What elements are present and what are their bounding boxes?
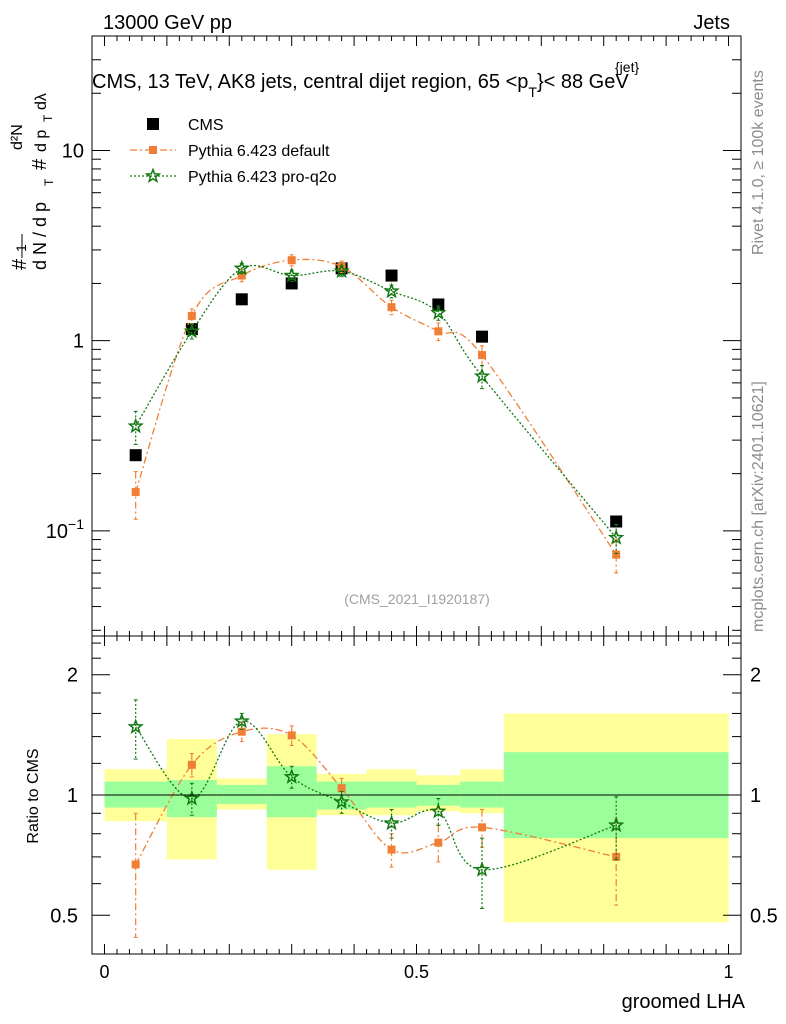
ratio-point-proq2o <box>473 861 491 877</box>
x-tick-label: 0 <box>99 962 109 982</box>
ratio-band-green <box>216 784 267 804</box>
y-tick-label: 10 <box>62 140 84 162</box>
ratio-point-default <box>387 845 396 854</box>
legend-label-proq2o: Pythia 6.423 pro-q2o <box>188 169 337 186</box>
legend-marker-cms <box>147 118 159 130</box>
ratio-uncertainty-bands <box>104 713 729 923</box>
ratio-point-proq2o <box>127 718 144 734</box>
cms-data-point <box>235 293 248 306</box>
ratio-y-tick-label-left: 1 <box>67 785 78 807</box>
svg-text:dλ: dλ <box>33 93 50 110</box>
svg-text:1: 1 <box>13 244 29 252</box>
ratio-axis-ticks: 0 0.5 1 0.5 0.5 1 1 2 2 <box>50 636 778 982</box>
x-tick-label: 1 <box>724 962 734 982</box>
main-point-default <box>187 311 196 320</box>
legend-marker-proq2o <box>144 167 162 183</box>
main-point-proq2o <box>333 262 350 279</box>
ratio-plot-data <box>127 699 625 938</box>
cms-data-point <box>476 330 489 343</box>
legend-label-cms: CMS <box>188 117 224 134</box>
main-point-proq2o <box>430 304 447 320</box>
ratio-band-green <box>266 766 317 818</box>
svg-text:d²N: d²N <box>9 124 26 150</box>
analysis-id: (CMS_2021_I1920187) <box>344 591 490 607</box>
ratio-y-tick-label-right: 1 <box>750 785 761 807</box>
svg-text:T: T <box>42 178 56 186</box>
main-point-proq2o <box>283 266 300 283</box>
cms-data-point <box>129 449 142 462</box>
main-point-default <box>237 271 246 280</box>
ratio-y-axis-label: Ratio to CMS <box>25 748 42 843</box>
ratio-point-proq2o <box>383 814 400 831</box>
ratio-point-proq2o <box>283 768 300 784</box>
ratio-point-proq2o <box>183 789 201 806</box>
cms-data-point <box>610 515 623 528</box>
ratio-point-default <box>478 823 487 832</box>
ratio-line-proq2o <box>135 720 617 871</box>
ratio-point-default <box>131 860 140 869</box>
y-tick-label: 1 <box>73 331 84 353</box>
ratio-point-default <box>187 760 196 769</box>
ratio-point-proq2o <box>333 793 350 810</box>
main-plot-data <box>127 254 625 574</box>
svg-text:T: T <box>41 114 55 122</box>
ratio-point-default <box>287 731 296 740</box>
cms-data-point <box>385 269 398 282</box>
main-point-default <box>287 256 296 265</box>
svg-text:d p: d p <box>33 130 50 152</box>
legend-label-default: Pythia 6.423 default <box>188 143 330 160</box>
main-axis-ticks: 10−1 1 10 <box>46 35 741 636</box>
ratio-y-tick-label-right: 2 <box>750 665 761 687</box>
main-point-default <box>434 327 443 336</box>
main-point-proq2o <box>233 259 250 276</box>
main-point-default <box>387 303 396 312</box>
ratio-y-tick-label-left: 2 <box>67 665 78 687</box>
plot-title-superscript: {jet} <box>615 59 639 75</box>
mcplots-reference-label: mcplots.cern.ch [arXiv:2401.10621] <box>750 381 767 632</box>
x-axis-label: groomed LHA <box>622 991 746 1013</box>
main-point-proq2o <box>183 322 201 339</box>
header-right: Jets <box>693 12 730 34</box>
ratio-point-default <box>337 784 346 793</box>
main-line-proq2o <box>135 264 617 539</box>
rivet-version-label: Rivet 4.1.0, ≥ 100k events <box>750 70 767 255</box>
main-point-proq2o <box>127 417 144 434</box>
ratio-point-default <box>434 838 443 847</box>
main-point-proq2o <box>473 367 491 384</box>
main-point-proq2o <box>607 529 625 545</box>
legend-marker-default <box>149 146 157 154</box>
svg-text:#: # <box>29 158 51 170</box>
svg-text:d N / d p: d N / d p <box>30 202 50 270</box>
svg-text:#: # <box>9 258 31 270</box>
main-y-axis-label: # 1 d N / d p T # d²N d p T dλ <box>9 93 56 270</box>
ratio-point-proq2o <box>607 816 625 833</box>
main-point-default <box>478 351 487 360</box>
legend: CMS Pythia 6.423 default Pythia 6.423 pr… <box>130 117 337 186</box>
ratio-point-default <box>237 727 246 736</box>
main-point-proq2o <box>383 282 400 299</box>
ratio-y-tick-label-right: 0.5 <box>750 905 778 927</box>
main-line-default <box>135 258 617 555</box>
main-point-default <box>131 488 140 497</box>
main-point-default <box>612 550 621 559</box>
x-tick-label: 0.5 <box>404 962 429 982</box>
ratio-point-proq2o <box>233 712 250 729</box>
y-tick-label: 10−1 <box>46 516 84 543</box>
ratio-y-tick-label-left: 0.5 <box>50 905 78 927</box>
ratio-point-proq2o <box>430 802 447 819</box>
plot-title: CMS, 13 TeV, AK8 jets, central dijet reg… <box>92 71 629 100</box>
header-left: 13000 GeV pp <box>103 12 232 34</box>
